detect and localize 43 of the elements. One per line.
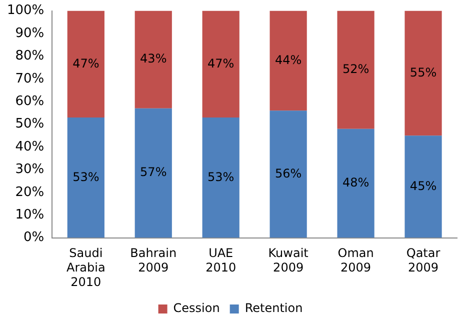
x-tick-label: Kuwait 2009	[268, 246, 309, 275]
bar	[67, 117, 104, 238]
y-tick-label: 30%	[15, 162, 44, 178]
data-label: 57%	[140, 165, 167, 180]
y-tick-label: 70%	[15, 71, 44, 86]
y-tick-label: 60%	[15, 94, 44, 109]
y-tick-label: 40%	[15, 139, 44, 154]
x-tick-label: Saudi Arabia 2010	[66, 246, 106, 289]
data-label: 43%	[140, 52, 167, 66]
x-tick-label: Bahrain 2009	[130, 246, 177, 275]
y-tick-label: 10%	[15, 207, 44, 222]
y-tick-label: 20%	[15, 184, 44, 200]
y-tick-label: 100%	[6, 3, 44, 18]
bar	[404, 10, 442, 136]
bar	[202, 10, 240, 118]
bar	[270, 10, 307, 111]
data-label: 55%	[410, 65, 437, 80]
legend-label: Cession	[173, 301, 220, 316]
data-label: 48%	[342, 175, 370, 190]
bar	[67, 10, 104, 118]
legend-label: Retention	[244, 301, 303, 316]
x-tick-label: UAE 2010	[206, 246, 236, 275]
y-tick-label: 0%	[24, 230, 44, 246]
bar	[404, 136, 442, 238]
bar	[270, 110, 307, 238]
y-tick-label: 50%	[15, 116, 44, 132]
bar	[202, 117, 240, 238]
bar	[134, 108, 172, 238]
x-tick-label: Oman 2009	[338, 246, 374, 275]
bar	[337, 128, 374, 238]
data-label: 56%	[274, 166, 302, 180]
data-label: 47%	[72, 56, 100, 70]
y-tick-label: 80%	[15, 48, 44, 64]
bar	[134, 10, 172, 108]
y-tick-label: 90%	[15, 26, 44, 41]
data-label: 53%	[208, 170, 234, 184]
data-label: 45%	[410, 178, 437, 193]
data-label: 53%	[72, 170, 100, 184]
x-tick-label: Qatar 2009	[406, 246, 440, 275]
data-label: 52%	[342, 62, 370, 76]
data-label: 44%	[274, 52, 302, 67]
data-label: 47%	[208, 56, 234, 70]
bar	[337, 10, 374, 129]
